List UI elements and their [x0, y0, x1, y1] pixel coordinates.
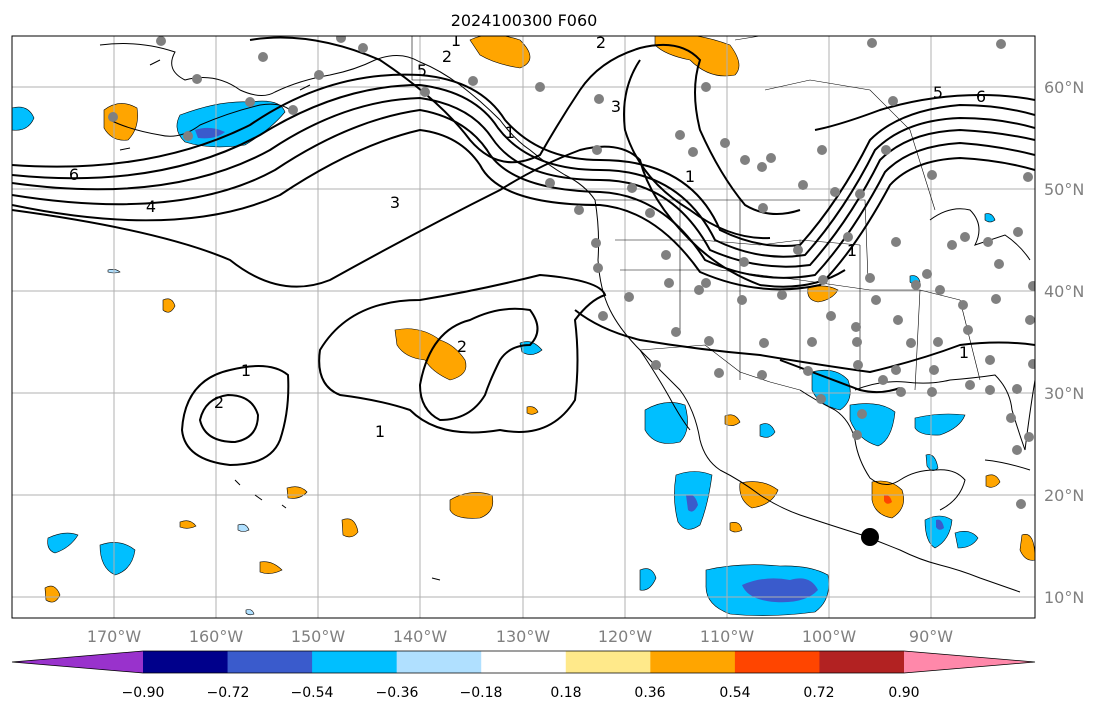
contour-label: 5 [417, 61, 427, 80]
contour-label: 1 [375, 422, 385, 441]
red-anomaly [884, 494, 892, 504]
contour-label: 1 [241, 361, 251, 380]
lon-tick-label: 170°W [87, 627, 142, 646]
lon-tick-label: 130°W [496, 627, 551, 646]
lon-tick-label: 110°W [700, 627, 755, 646]
colorbar-tick-label: −0.36 [376, 685, 419, 701]
colorbar-tick-label: −0.72 [207, 685, 250, 701]
contour-label: 2 [596, 33, 606, 52]
contour-label: 2 [457, 337, 467, 356]
lon-tick-label: 140°W [393, 627, 448, 646]
contour-label: 2 [442, 47, 452, 66]
lat-tick-label: 50°N [1044, 180, 1084, 199]
colorbar-extend-low [12, 651, 143, 673]
colorbar-segment [396, 651, 482, 673]
colorbar-tick-label: 0.36 [634, 685, 665, 701]
contour-label: 3 [390, 193, 400, 212]
contour-label: 6 [69, 165, 79, 184]
colorbar-tick-label: −0.18 [460, 685, 503, 701]
colorbar-segment [819, 651, 905, 673]
contour-label: 3 [611, 97, 621, 116]
lat-tick-label: 30°N [1044, 384, 1084, 403]
colorbar-tick-label: 0.54 [719, 685, 750, 701]
contour-label: 1 [685, 167, 695, 186]
contour-label: 4 [146, 197, 156, 216]
map-area: 6 5 4 3 2 1 2 1 1 2 1 1 2 3 5 6 1 1 [12, 31, 1035, 618]
colorbar-segment [312, 651, 398, 673]
lat-tick-label: 10°N [1044, 588, 1084, 607]
colorbar-extend-high [904, 651, 1035, 673]
lat-tick-label: 40°N [1044, 282, 1084, 301]
black-marker [861, 528, 879, 546]
lon-tick-label: 100°W [802, 627, 857, 646]
colorbar-segment [481, 651, 567, 673]
colorbar-tick-label: 0.90 [888, 685, 919, 701]
light-blue-anomalies [107, 269, 255, 616]
station-dots [108, 36, 1035, 509]
lon-tick-label: 120°W [598, 627, 653, 646]
colorbar-segment [565, 651, 651, 673]
contour-label: 6 [976, 87, 986, 106]
colorbar-tick-label: 0.18 [550, 685, 581, 701]
colorbar-segment [143, 651, 229, 673]
contour-label: 1 [451, 31, 461, 50]
colorbar-ticks: −0.90 −0.72 −0.54 −0.36 −0.18 0.18 0.36 … [122, 685, 920, 701]
lat-tick-label: 20°N [1044, 486, 1084, 505]
lon-tick-label: 90°W [909, 627, 953, 646]
gridlines [12, 36, 1035, 618]
coastlines [99, 43, 1035, 593]
colorbar [11, 650, 1036, 674]
map-frame [11, 35, 1036, 619]
map-title: 2024100300 F060 [451, 11, 598, 30]
latitude-ticks: 60°N 50°N 40°N 30°N 20°N 10°N [1044, 78, 1084, 607]
lon-tick-label: 160°W [189, 627, 244, 646]
colorbar-segment [650, 651, 736, 673]
contour-label: 2 [214, 393, 224, 412]
lat-tick-label: 60°N [1044, 78, 1084, 97]
colorbar-tick-label: −0.54 [291, 685, 334, 701]
colorbar-outline [11, 650, 1036, 674]
contour-labels: 6 5 4 3 2 1 2 1 1 2 1 1 2 3 5 6 1 1 [69, 31, 986, 441]
contour-label: 1 [847, 241, 857, 260]
colorbar-tick-label: −0.90 [122, 685, 165, 701]
contour-label: 1 [959, 343, 969, 362]
contour-label: 1 [505, 123, 515, 142]
contour-label: 5 [933, 83, 943, 102]
lon-tick-label: 150°W [291, 627, 346, 646]
colorbar-segment [227, 651, 313, 673]
longitude-ticks: 170°W 160°W 150°W 140°W 130°W 120°W 110°… [87, 627, 953, 646]
colorbar-tick-label: 0.72 [803, 685, 834, 701]
deep-blue-anomalies [195, 127, 944, 603]
colorbar-segment [734, 651, 820, 673]
